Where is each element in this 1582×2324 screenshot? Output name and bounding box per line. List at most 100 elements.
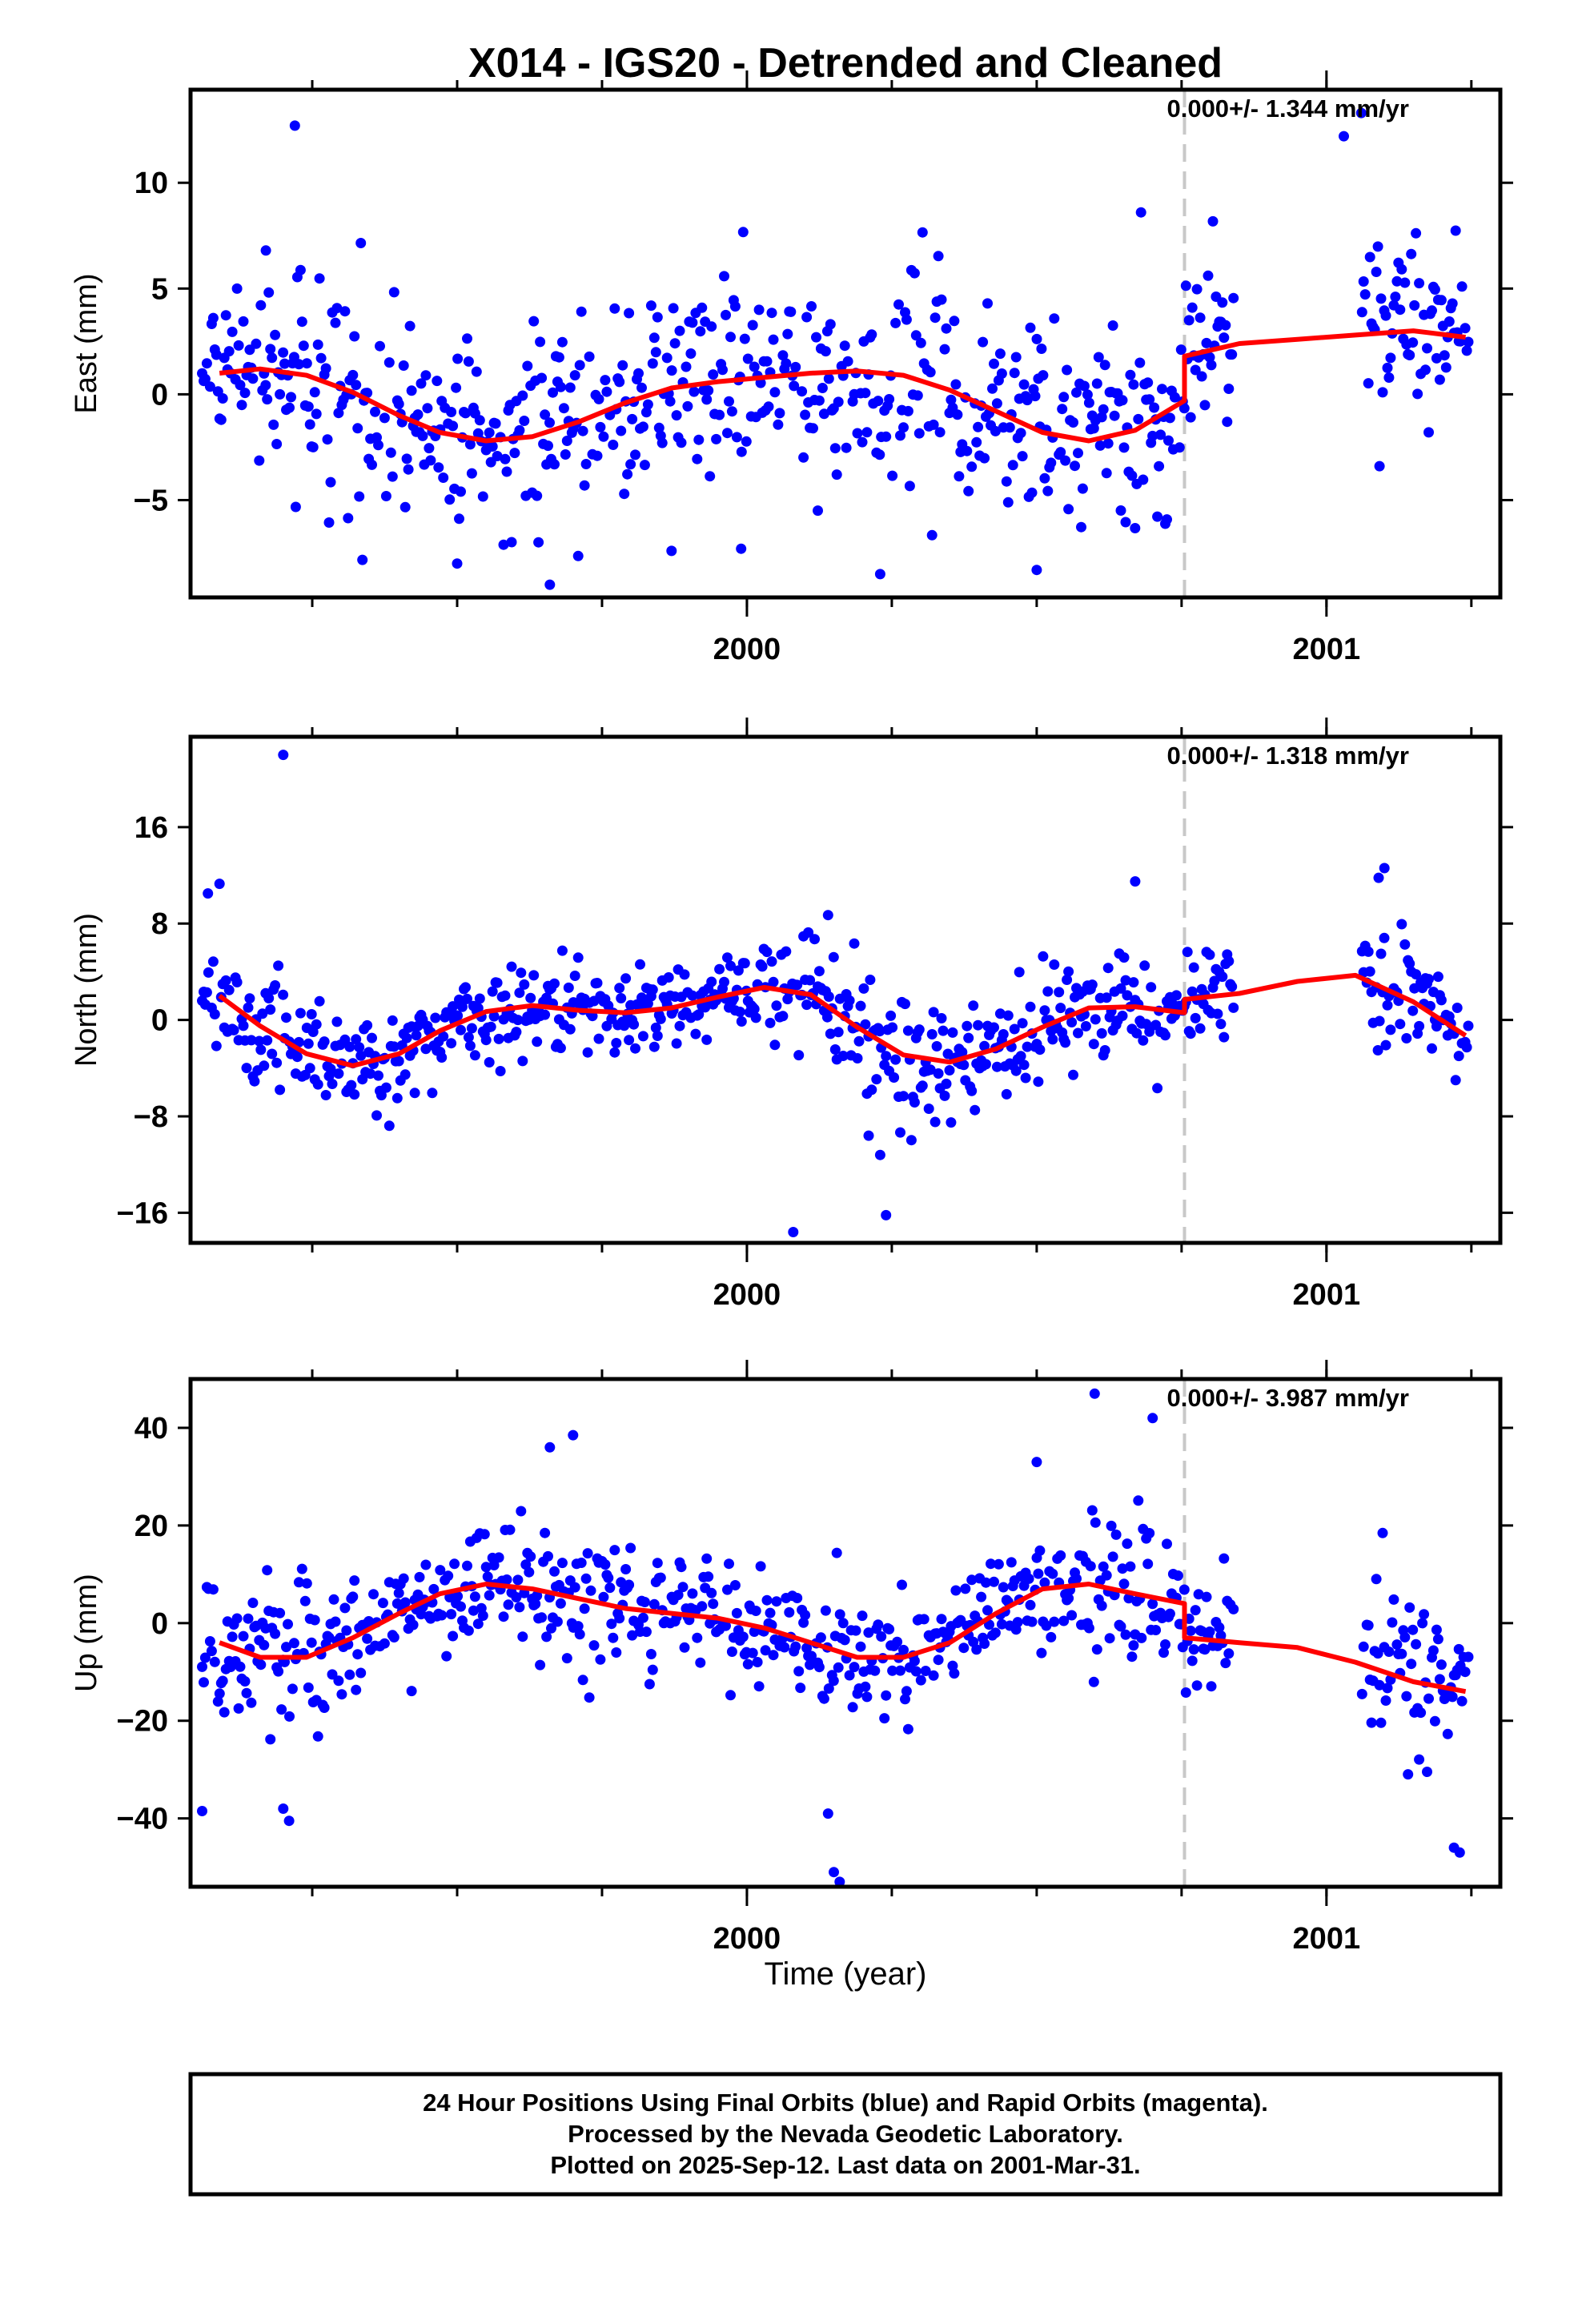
y-tick-label: 40 bbox=[135, 1412, 168, 1445]
data-point bbox=[238, 1630, 249, 1642]
data-point bbox=[1002, 497, 1014, 508]
data-point bbox=[779, 1642, 790, 1653]
data-point bbox=[1204, 352, 1215, 363]
data-point bbox=[741, 436, 752, 447]
data-point bbox=[747, 320, 758, 331]
data-point bbox=[1123, 1593, 1134, 1604]
data-point bbox=[841, 442, 852, 453]
data-point bbox=[706, 976, 717, 987]
data-point bbox=[1049, 959, 1060, 970]
data-point bbox=[1461, 1042, 1472, 1053]
data-point bbox=[286, 392, 296, 403]
data-point bbox=[823, 991, 834, 1002]
data-point bbox=[954, 471, 965, 482]
data-point bbox=[1102, 963, 1114, 974]
data-point bbox=[1453, 1643, 1464, 1655]
data-point bbox=[273, 1666, 284, 1677]
data-point bbox=[199, 1652, 211, 1663]
data-point bbox=[1414, 1020, 1425, 1031]
data-point bbox=[284, 402, 295, 413]
data-point bbox=[963, 1032, 974, 1043]
data-point bbox=[1385, 1024, 1396, 1035]
data-point bbox=[714, 409, 725, 420]
data-point bbox=[946, 1117, 957, 1128]
data-point bbox=[462, 1560, 472, 1571]
data-point bbox=[1071, 1573, 1082, 1584]
data-point bbox=[444, 494, 456, 505]
data-point bbox=[241, 1687, 252, 1699]
east-panel: 2000 2001 −5 0 5 10 East (mm) 0.000+/- 1.344 mm… bbox=[70, 70, 1513, 666]
data-point bbox=[1364, 251, 1375, 263]
data-point bbox=[1429, 284, 1440, 295]
data-point bbox=[1088, 423, 1099, 434]
data-point bbox=[834, 1609, 845, 1620]
data-point bbox=[1374, 1679, 1385, 1691]
data-point bbox=[207, 312, 219, 324]
data-point bbox=[331, 303, 343, 314]
data-point bbox=[365, 1068, 376, 1080]
data-point bbox=[1420, 364, 1431, 376]
data-point bbox=[1126, 470, 1138, 481]
data-point bbox=[525, 1551, 536, 1562]
data-point bbox=[1122, 990, 1133, 1001]
data-point bbox=[1407, 337, 1419, 348]
data-point bbox=[572, 550, 584, 561]
data-point bbox=[278, 1803, 289, 1814]
data-point bbox=[1147, 1413, 1158, 1424]
data-point bbox=[1033, 1568, 1044, 1579]
data-point bbox=[614, 376, 625, 388]
data-point bbox=[255, 1044, 267, 1055]
data-point bbox=[750, 1012, 761, 1023]
data-point bbox=[1366, 1717, 1377, 1728]
data-point bbox=[514, 987, 525, 999]
data-point bbox=[933, 1068, 944, 1079]
data-point bbox=[821, 1011, 833, 1023]
data-point bbox=[270, 329, 281, 340]
data-point bbox=[561, 1653, 572, 1664]
data-point bbox=[204, 1636, 215, 1647]
data-point bbox=[1090, 1014, 1101, 1025]
data-point bbox=[255, 300, 267, 311]
data-point bbox=[544, 417, 555, 428]
data-point bbox=[585, 1585, 596, 1596]
data-point bbox=[609, 1047, 620, 1058]
data-point bbox=[1078, 380, 1090, 392]
data-point bbox=[1227, 349, 1238, 360]
data-point bbox=[265, 344, 276, 355]
data-point bbox=[765, 1607, 776, 1618]
data-point bbox=[516, 1506, 527, 1517]
data-point bbox=[818, 1693, 829, 1704]
data-point bbox=[460, 408, 471, 419]
y-tick-label: −16 bbox=[117, 1196, 168, 1230]
data-point bbox=[994, 348, 1006, 360]
y-tick-label: 16 bbox=[135, 811, 168, 845]
y-tick-label: 8 bbox=[151, 907, 168, 941]
data-point bbox=[315, 352, 327, 364]
data-point bbox=[1371, 267, 1382, 277]
data-point bbox=[763, 401, 774, 412]
data-point bbox=[800, 409, 811, 420]
data-point bbox=[1062, 975, 1073, 985]
data-point bbox=[580, 459, 592, 469]
data-point bbox=[609, 303, 620, 314]
data-point bbox=[333, 408, 344, 419]
data-point bbox=[487, 986, 498, 997]
data-point bbox=[844, 995, 855, 1006]
data-point bbox=[296, 1563, 307, 1574]
data-point bbox=[1047, 1034, 1058, 1045]
data-point bbox=[853, 1035, 865, 1047]
data-point bbox=[1155, 429, 1166, 440]
data-point bbox=[533, 537, 544, 548]
data-point bbox=[1164, 1608, 1175, 1619]
data-point bbox=[1383, 1647, 1395, 1657]
data-point bbox=[223, 984, 235, 995]
data-point bbox=[1443, 316, 1455, 327]
data-point bbox=[403, 464, 414, 475]
data-point bbox=[692, 453, 703, 464]
data-point bbox=[243, 1613, 254, 1624]
data-point bbox=[1058, 392, 1070, 403]
data-point bbox=[803, 927, 814, 938]
data-point bbox=[1195, 1023, 1206, 1034]
data-point bbox=[1086, 979, 1098, 991]
data-point bbox=[1128, 1640, 1139, 1651]
